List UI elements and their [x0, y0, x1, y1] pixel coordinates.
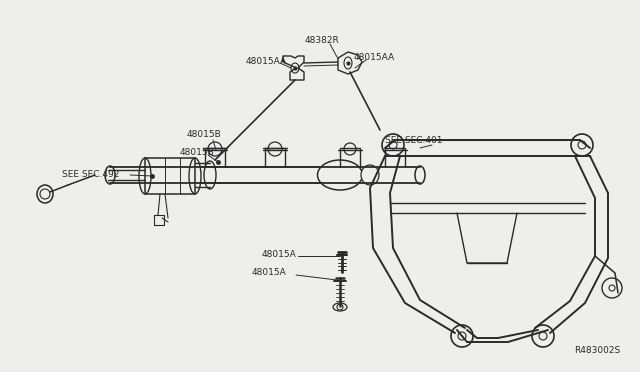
Circle shape	[539, 332, 547, 340]
Ellipse shape	[139, 158, 151, 194]
Circle shape	[571, 134, 593, 156]
Circle shape	[602, 278, 622, 298]
Text: SEE SEC.492: SEE SEC.492	[62, 170, 120, 179]
Circle shape	[458, 332, 466, 340]
Text: 48015AA: 48015AA	[354, 53, 395, 62]
Text: 48382R: 48382R	[305, 36, 340, 45]
Ellipse shape	[344, 57, 352, 69]
Ellipse shape	[189, 158, 201, 194]
Circle shape	[268, 142, 282, 156]
Circle shape	[578, 141, 586, 149]
Circle shape	[389, 143, 401, 155]
Ellipse shape	[333, 303, 347, 311]
Ellipse shape	[361, 165, 379, 185]
Ellipse shape	[204, 161, 216, 189]
Circle shape	[609, 285, 615, 291]
Text: 48015B: 48015B	[187, 130, 221, 139]
Circle shape	[532, 325, 554, 347]
Text: R483002S: R483002S	[573, 346, 620, 355]
Text: 48015AA: 48015AA	[246, 57, 287, 66]
Circle shape	[382, 134, 404, 156]
Text: 48015A: 48015A	[262, 250, 297, 259]
Ellipse shape	[317, 160, 362, 190]
Text: 48015B: 48015B	[180, 148, 215, 157]
Ellipse shape	[415, 166, 425, 184]
Circle shape	[451, 325, 473, 347]
Circle shape	[389, 141, 397, 149]
Text: 48015A: 48015A	[252, 268, 287, 277]
Circle shape	[337, 304, 343, 310]
Circle shape	[344, 143, 356, 155]
Ellipse shape	[37, 185, 53, 203]
Ellipse shape	[105, 166, 115, 184]
Text: SEE SEC.401: SEE SEC.401	[385, 136, 442, 145]
Circle shape	[208, 142, 222, 156]
Ellipse shape	[291, 63, 299, 73]
